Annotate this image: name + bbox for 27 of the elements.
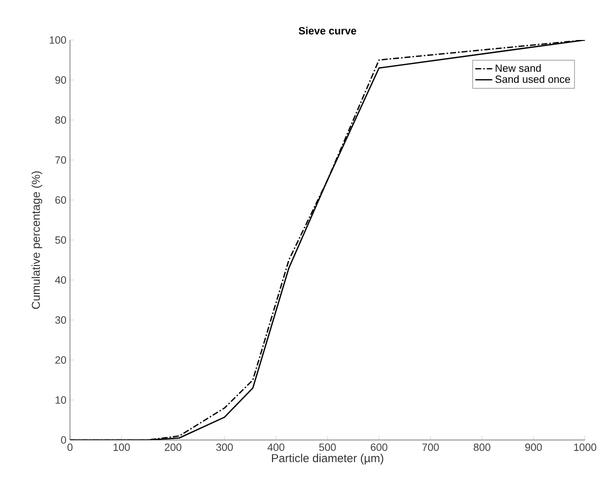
y-axis-title: Cumulative percentage (%)	[32, 171, 42, 309]
x-tick-label: 400	[268, 444, 284, 451]
x-tick-label: 700	[422, 444, 439, 451]
x-tick-label: 600	[370, 444, 388, 451]
y-tick-label: 100	[50, 36, 66, 44]
chart-title: Sieve curve	[298, 26, 356, 34]
x-tick-label: 900	[525, 444, 542, 451]
x-tick-label: 800	[474, 444, 490, 451]
y-tick-label: 50	[55, 236, 66, 244]
y-tick-label: 0	[61, 436, 66, 444]
x-tick-label: 500	[319, 444, 336, 451]
legend-label: Sand used once	[495, 75, 570, 83]
x-tick-label: 1000	[574, 444, 596, 451]
y-tick-label: 70	[55, 156, 66, 164]
y-tick-label: 30	[55, 316, 66, 324]
y-tick-label: 80	[55, 116, 66, 124]
y-tick-label: 90	[55, 76, 66, 84]
y-tick-label: 60	[55, 196, 66, 204]
x-axis-title: Particle diameter (µm)	[272, 454, 384, 464]
y-tick-label: 20	[55, 356, 66, 364]
x-tick-label: 200	[164, 444, 182, 451]
y-tick-label: 40	[55, 276, 66, 284]
x-tick-label: 0	[67, 444, 72, 451]
y-tick-label: 10	[56, 396, 66, 404]
x-tick-label: 100	[114, 444, 130, 451]
x-tick-label: 300	[216, 444, 233, 451]
legend-label: New sand	[496, 64, 541, 72]
